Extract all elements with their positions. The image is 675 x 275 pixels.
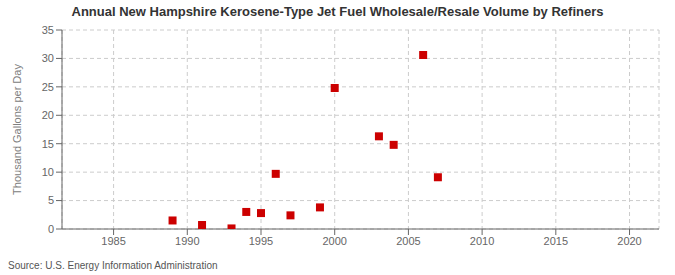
svg-text:35: 35 — [42, 24, 54, 36]
svg-text:5: 5 — [48, 194, 54, 206]
svg-text:15: 15 — [42, 138, 54, 150]
svg-text:25: 25 — [42, 81, 54, 93]
svg-text:0: 0 — [48, 223, 54, 235]
html-text:Source: U.S. Energy Informatio: Source: U.S. Energy Information Administ… — [8, 260, 218, 271]
html-text:Annual New Hampshire Kerosene-: Annual New Hampshire Kerosene-Type Jet F… — [71, 4, 604, 19]
svg-text:1985: 1985 — [101, 235, 125, 247]
svg-text:2005: 2005 — [396, 235, 420, 247]
svg-text:Thousand Gallons per Day: Thousand Gallons per Day — [11, 64, 23, 195]
svg-text:2000: 2000 — [322, 235, 346, 247]
svg-text:20: 20 — [42, 109, 54, 121]
svg-text:1990: 1990 — [175, 235, 199, 247]
svg-text:10: 10 — [42, 166, 54, 178]
svg-text:1995: 1995 — [249, 235, 273, 247]
svg-text:30: 30 — [42, 52, 54, 64]
svg-text:2010: 2010 — [470, 235, 494, 247]
svg-text:2020: 2020 — [617, 235, 641, 247]
svg-text:2015: 2015 — [544, 235, 568, 247]
